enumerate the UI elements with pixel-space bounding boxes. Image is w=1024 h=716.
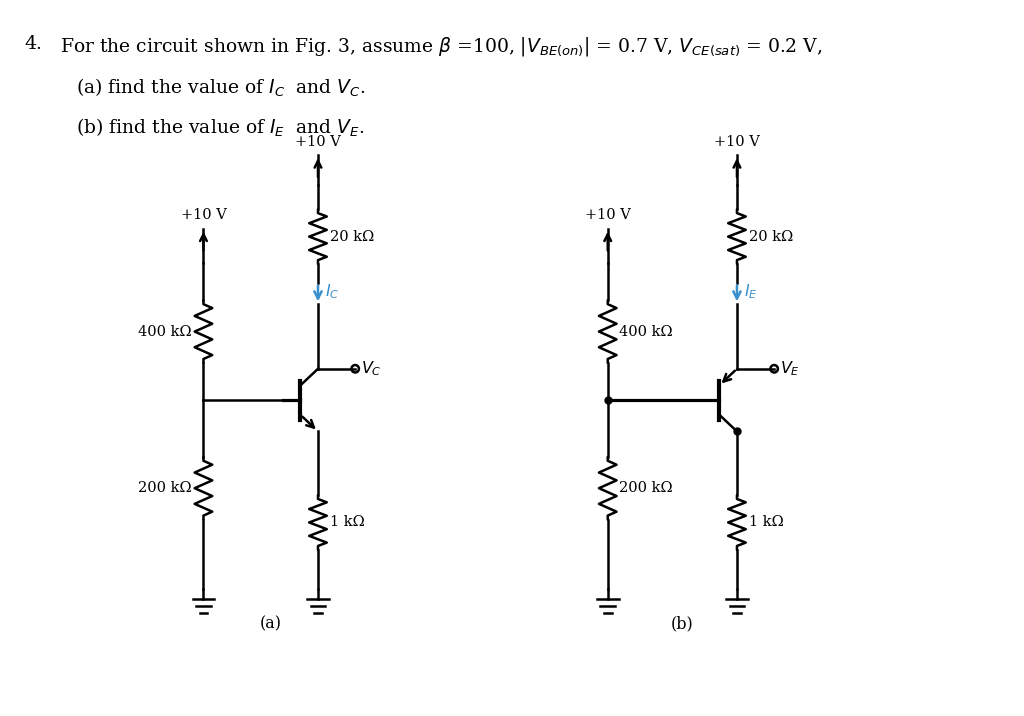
Text: +10 V: +10 V bbox=[180, 208, 226, 222]
Text: +10 V: +10 V bbox=[295, 135, 341, 148]
Text: $V_E$: $V_E$ bbox=[780, 359, 800, 378]
Text: 20 kΩ: 20 kΩ bbox=[749, 230, 793, 243]
Text: 20 kΩ: 20 kΩ bbox=[330, 230, 374, 243]
Text: For the circuit shown in Fig. 3, assume $\beta$ =100, $|V_{BE(on)}|$ = 0.7 V, $V: For the circuit shown in Fig. 3, assume … bbox=[59, 35, 822, 57]
Text: 200 kΩ: 200 kΩ bbox=[138, 481, 191, 495]
Text: 4.: 4. bbox=[25, 35, 42, 53]
Text: $I_E$: $I_E$ bbox=[743, 282, 758, 301]
Text: +10 V: +10 V bbox=[585, 208, 631, 222]
Text: (a) find the value of $I_C$  and $V_C$.: (a) find the value of $I_C$ and $V_C$. bbox=[76, 77, 366, 100]
Text: 400 kΩ: 400 kΩ bbox=[138, 324, 191, 339]
Text: 400 kΩ: 400 kΩ bbox=[620, 324, 673, 339]
Text: (b) find the value of $I_E$  and $V_E$.: (b) find the value of $I_E$ and $V_E$. bbox=[76, 116, 365, 138]
Text: $V_C$: $V_C$ bbox=[361, 359, 382, 378]
Text: 200 kΩ: 200 kΩ bbox=[620, 481, 673, 495]
Text: (b): (b) bbox=[671, 615, 693, 632]
Text: 1 kΩ: 1 kΩ bbox=[330, 516, 365, 529]
Text: (a): (a) bbox=[259, 615, 282, 632]
Text: +10 V: +10 V bbox=[714, 135, 760, 148]
Text: $I_C$: $I_C$ bbox=[325, 282, 339, 301]
Text: 1 kΩ: 1 kΩ bbox=[749, 516, 783, 529]
